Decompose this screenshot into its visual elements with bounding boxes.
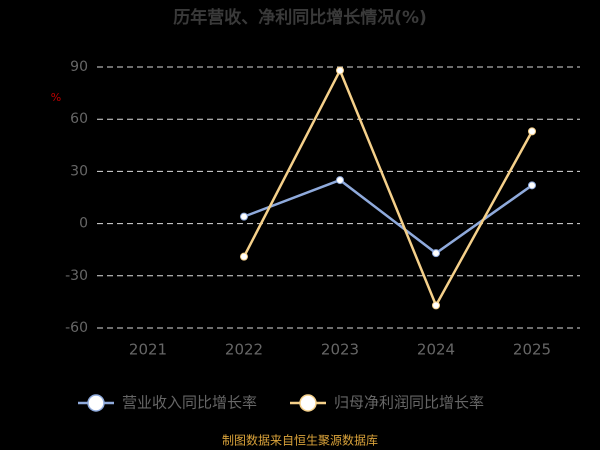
y-tick-label: 30: [70, 163, 88, 179]
x-tick-label: 2021: [129, 341, 167, 359]
data-point: [240, 212, 248, 221]
data-point: [528, 127, 536, 136]
chart-title: 历年营收、净利同比增长情况(%): [173, 7, 427, 28]
y-tick-label: 90: [70, 59, 88, 75]
legend-marker: [87, 394, 105, 412]
x-tick-label: 2022: [225, 341, 263, 359]
x-tick-label: 2025: [513, 341, 551, 359]
x-tick-label: 2023: [321, 341, 359, 359]
y-axis-label: %: [51, 91, 61, 104]
y-tick-label: 0: [79, 216, 88, 232]
data-point: [528, 181, 536, 190]
series-line: [242, 67, 534, 309]
legend-marker: [299, 394, 317, 412]
data-point: [432, 301, 440, 310]
footer: 制图数据来自恒生聚源数据库: [222, 433, 378, 448]
x-tick-label: 2024: [417, 341, 455, 359]
data-point: [336, 176, 344, 185]
data-point: [432, 249, 440, 258]
y-tick-label: -60: [65, 320, 88, 336]
y-tick-label: 60: [70, 111, 88, 127]
legend-label: 归母净利润同比增长率: [334, 394, 484, 412]
legend-label: 营业收入同比增长率: [122, 394, 257, 412]
data-point: [336, 66, 344, 75]
y-tick-label: -30: [65, 268, 88, 284]
data-point: [240, 252, 248, 261]
